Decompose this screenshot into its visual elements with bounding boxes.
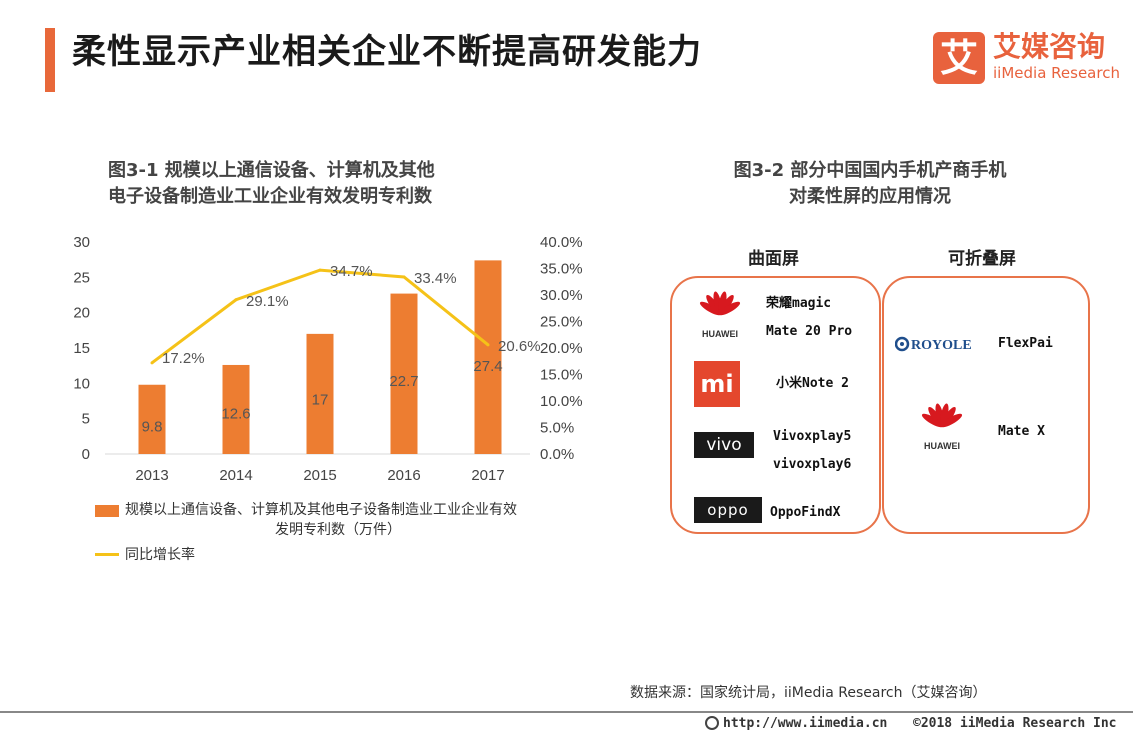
legend-line-swatch <box>95 553 119 556</box>
x-tick-label: 2016 <box>387 467 420 484</box>
legend-bar-entry: 规模以上通信设备、计算机及其他电子设备制造业工业企业有效 发明专利数（万件） <box>95 500 517 540</box>
y-left-tick-label: 30 <box>73 234 90 251</box>
foldable-screen-panel <box>882 276 1090 534</box>
bar <box>390 293 418 454</box>
y-right-tick-label: 15.0% <box>540 367 583 384</box>
line-point <box>234 298 238 302</box>
figure2-title-line1: 图3-2 部分中国国内手机产商手机 <box>733 160 1007 181</box>
huawei-logo-icon-fold: HUAWEI <box>916 400 968 452</box>
line-point <box>150 361 154 365</box>
patent-chart: 0 5 10 15 20 25 30 0.0% 5.0% 10.0% 15.0% 20.0% 25.0%… <box>73 234 583 484</box>
bar <box>474 260 502 454</box>
huawei-fold-logo-text: HUAWEI <box>924 441 960 451</box>
y-left-tick-label: 15 <box>73 340 90 357</box>
legend-bar-swatch <box>95 505 119 517</box>
vivo-logo-icon: vivo <box>694 432 754 458</box>
brand-row-oppo: OppoFindX <box>770 499 840 527</box>
bar-data-label: 12.6 <box>221 406 250 423</box>
legend-bar-label-line2: 发明专利数（万件） <box>275 522 401 538</box>
bar <box>306 333 334 454</box>
x-tick-label: 2017 <box>471 467 504 484</box>
bar-data-label: 9.8 <box>142 419 163 436</box>
bar-data-label: 17 <box>312 391 329 408</box>
globe-icon <box>705 716 719 730</box>
y-right-tick-label: 35.0% <box>540 261 583 278</box>
line-point <box>402 275 406 279</box>
footer-divider <box>0 711 1133 713</box>
figure1-title-line1: 图3-1 规模以上通信设备、计算机及其他 <box>108 160 435 181</box>
y-left-tick-label: 10 <box>73 375 90 392</box>
bar <box>138 384 166 454</box>
footer-url[interactable]: http://www.iimedia.cn <box>705 715 887 733</box>
bar <box>222 364 250 454</box>
royole-logo-text: ROYOLE <box>911 338 972 353</box>
y-left-tick-label: 0 <box>82 446 90 463</box>
footer-url-text: http://www.iimedia.cn <box>723 716 888 731</box>
brand-row-mi: 小米Note 2 <box>776 370 849 398</box>
y-left-tick-label: 25 <box>73 269 90 286</box>
title-accent-bar <box>45 28 55 92</box>
y-left-tick-label: 5 <box>82 411 90 428</box>
line-data-label: 29.1% <box>246 293 289 310</box>
figure2-title: 图3-2 部分中国国内手机产商手机 对柔性屏的应用情况 <box>690 158 1050 210</box>
brand-row-huawei-fold: Mate X <box>998 418 1045 446</box>
brand-row-royole: FlexPai <box>998 330 1053 358</box>
line-data-label: 34.7% <box>330 263 373 280</box>
legend-bar-label-line1: 规模以上通信设备、计算机及其他电子设备制造业工业企业有效 <box>125 502 517 518</box>
page-title: 柔性显示产业相关企业不断提高研发能力 <box>72 32 702 72</box>
curved-screen-panel <box>670 276 881 534</box>
y-right-tick-label: 0.0% <box>540 446 574 463</box>
model-vivoxplay5: Vivoxplay5 <box>773 429 852 444</box>
y-right-tick-label: 30.0% <box>540 287 583 304</box>
oppo-logo-icon: oppo <box>694 497 762 523</box>
legend-line-label: 同比增长率 <box>125 547 195 563</box>
line-data-label: 20.6% <box>498 338 541 355</box>
y-right-tick-label: 20.0% <box>540 340 583 357</box>
y-right-tick-label: 25.0% <box>540 314 583 331</box>
line-data-label: 17.2% <box>162 350 205 367</box>
model-mate-x: Mate X <box>998 424 1045 439</box>
line-point <box>486 343 490 347</box>
iimedia-logo: 艾 艾媒咨询 iiMedia Research <box>933 30 1123 86</box>
chart-legend: 规模以上通信设备、计算机及其他电子设备制造业工业企业有效 发明专利数（万件） 同… <box>95 500 517 566</box>
footer-copyright: ©2018 iiMedia Research Inc <box>913 716 1117 731</box>
x-tick-label: 2013 <box>135 467 168 484</box>
huawei-logo-text: HUAWEI <box>702 329 738 339</box>
foldable-screen-label: 可折叠屏 <box>948 249 1016 269</box>
huawei-logo-icon: HUAWEI <box>694 288 746 340</box>
y-right-tick-label: 40.0% <box>540 234 583 251</box>
y-right-tick-label: 10.0% <box>540 393 583 410</box>
model-oppo-findx: OppoFindX <box>770 505 841 520</box>
legend-line-entry: 同比增长率 <box>95 544 517 566</box>
x-tick-label: 2015 <box>303 467 336 484</box>
mi-logo-icon: mi <box>694 361 740 407</box>
line-point <box>318 268 322 272</box>
royole-logo-icon: ROYOLE <box>894 333 987 355</box>
logo-cn-text: 艾媒咨询 <box>993 30 1106 63</box>
y-right-tick-label: 5.0% <box>540 420 574 437</box>
curved-screen-label: 曲面屏 <box>748 249 799 269</box>
model-mate20pro: Mate 20 Pro <box>766 324 853 339</box>
model-mi-note2: 小米Note 2 <box>776 376 849 391</box>
brand-row-huawei: 荣耀magic Mate 20 Pro <box>766 290 852 346</box>
figure1-title-line2: 电子设备制造业工业企业有效发明专利数 <box>108 186 432 207</box>
line-data-label: 33.4% <box>414 270 457 287</box>
model-vivoxplay6: vivoxplay6 <box>773 457 852 472</box>
data-source: 数据来源：国家统计局，iiMedia Research（艾媒咨询） <box>630 685 987 701</box>
model-honor-magic: 荣耀magic <box>766 296 832 311</box>
bar-data-label: 22.7 <box>389 373 418 390</box>
bar-data-label: 27.4 <box>473 358 502 375</box>
brand-row-vivo: Vivoxplay5 vivoxplay6 <box>773 423 851 479</box>
figure1-title: 图3-1 规模以上通信设备、计算机及其他 电子设备制造业工业企业有效发明专利数 <box>108 158 528 210</box>
x-tick-label: 2014 <box>219 467 252 484</box>
logo-mark: 艾 <box>933 32 985 84</box>
y-left-tick-label: 20 <box>73 305 90 322</box>
figure2-title-line2: 对柔性屏的应用情况 <box>789 186 951 207</box>
logo-en-text: iiMedia Research <box>993 64 1120 82</box>
model-flexpai: FlexPai <box>998 336 1053 351</box>
